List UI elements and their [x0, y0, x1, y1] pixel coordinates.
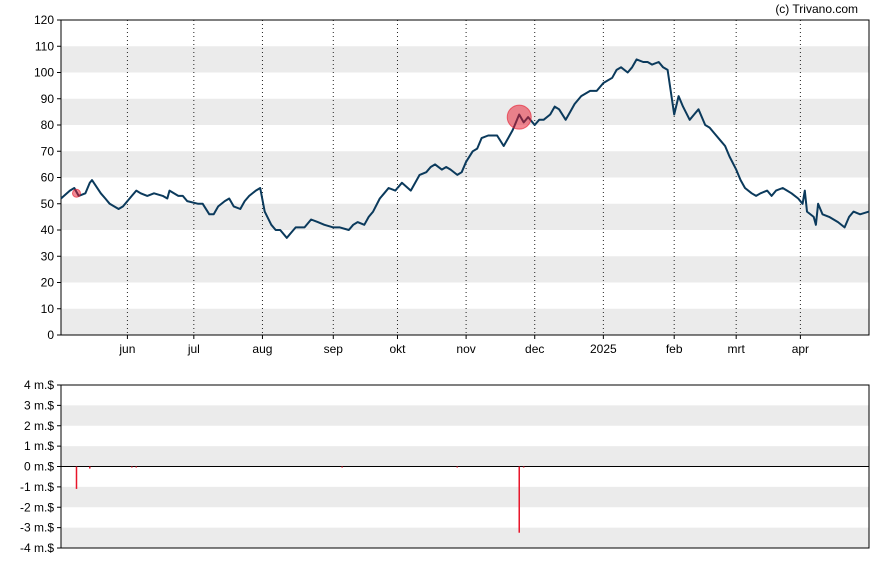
price-chart-panel: 0 10 20 30 40 50 60 70 80 90 100 110 120 jun jul aug sep… [34, 13, 870, 356]
x-tick-label: feb [666, 342, 683, 356]
y-tick-label: -3 m.$ [20, 521, 54, 535]
grid-band [61, 308, 869, 335]
grid-band [61, 486, 869, 508]
y-tick-label: 4 m.$ [24, 378, 54, 392]
volume-bar [341, 466, 343, 468]
y-tick-label: -4 m.$ [20, 541, 54, 555]
x-tick-label: mrt [728, 342, 746, 356]
y-tick-label: 100 [34, 66, 54, 80]
y-tick-label: 10 [41, 302, 55, 316]
x-tick-label: jun [118, 342, 135, 356]
x-tick-label: dec [525, 342, 544, 356]
y-tick-label: 30 [41, 249, 55, 263]
volume-bar [522, 466, 525, 468]
insider-volume-panel: 4 m.$ 3 m.$ 2 m.$ 1 m.$ 0 m.$ -1 m.$ -2 m.$ -3 … [20, 378, 870, 555]
volume-bar [456, 466, 459, 468]
grid-band [61, 203, 869, 230]
credit-text: (c) Trivano.com [775, 2, 858, 16]
y-tick-label: 0 m.$ [24, 460, 54, 474]
volume-bar [518, 466, 520, 533]
insider-trade-marker [506, 104, 532, 130]
grid-band [61, 98, 869, 125]
y-tick-label: 120 [34, 13, 54, 27]
y-tick-label: 0 [47, 328, 54, 342]
volume-bar [131, 466, 133, 468]
grid-band [61, 446, 869, 467]
y-tick-label: 2 m.$ [24, 419, 54, 433]
x-tick-label: jul [187, 342, 200, 356]
y-tick-label: 1 m.$ [24, 439, 54, 453]
grid-band [61, 256, 869, 283]
y-tick-label: 90 [41, 92, 55, 106]
y-tick-label: 50 [41, 197, 55, 211]
volume-bar [89, 466, 91, 469]
y-tick-label: 70 [41, 144, 55, 158]
grid-band [61, 405, 869, 426]
x-tick-label: sep [324, 342, 344, 356]
x-tick-label: nov [456, 342, 475, 356]
price-line [60, 58, 870, 239]
y-tick-label: 20 [41, 276, 55, 290]
y-tick-label: 40 [41, 223, 55, 237]
y-tick-label: 60 [41, 171, 55, 185]
insider-trade-marker [71, 188, 81, 198]
grid-band [61, 527, 869, 548]
grid-band [61, 46, 869, 73]
y-tick-label: 110 [35, 39, 54, 53]
y-tick-label: 80 [41, 118, 55, 132]
volume-bar [75, 466, 78, 489]
y-tick-label: 3 m.$ [24, 398, 54, 412]
x-tick-label: aug [252, 342, 272, 356]
x-tick-label: 2025 [590, 342, 617, 356]
volume-bar [135, 466, 138, 468]
y-tick-label: -2 m.$ [20, 500, 54, 514]
y-tick-label: -1 m.$ [20, 480, 54, 494]
x-tick-label: okt [389, 342, 406, 356]
x-tick-label: apr [792, 342, 809, 356]
